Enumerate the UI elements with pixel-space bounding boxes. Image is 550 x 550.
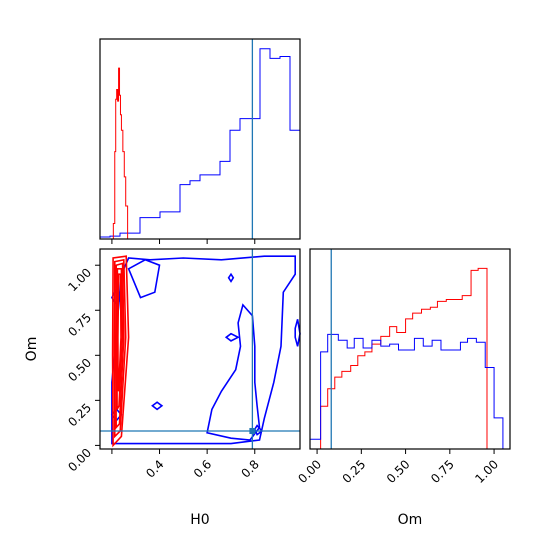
om-y-tick-label: 0.00	[65, 446, 94, 475]
h0-histogram-frame	[99, 38, 301, 240]
om-histogram-panel: 0.00 0.25 0.50 0.75 1.00	[295, 248, 511, 486]
h0-histogram-panel	[99, 38, 301, 244]
h0-om-contour-panel: 0.4 0.6 0.8 0.00 0.25 0.50 0.75 1.00	[65, 248, 301, 481]
contour-blue-1	[127, 258, 161, 299]
om-hist-x-tick-label: 0.75	[428, 457, 457, 486]
h0-hist-series-red	[112, 67, 130, 240]
om-hist-x-tick-label: 0.25	[340, 457, 369, 486]
x-axis-label-h0: H0	[190, 512, 209, 528]
om-y-tick-label: 0.75	[65, 310, 94, 339]
om-histogram-ticks: 0.00 0.25 0.50 0.75 1.00	[295, 449, 501, 486]
contour-red-4	[117, 273, 122, 392]
h0-om-contour-frame	[99, 248, 301, 450]
contour-blue-7	[227, 272, 235, 283]
h0-histogram-ticks	[111, 239, 256, 244]
contour-blue-5	[151, 401, 164, 411]
x-axis-label-om: Om	[398, 512, 423, 528]
om-hist-x-tick-label: 0.50	[384, 457, 413, 486]
om-hist-series-red	[310, 267, 495, 450]
contour-blue-8	[294, 319, 301, 347]
y-axis-label-om: Om	[24, 337, 40, 362]
h0-hist-series-blue	[99, 48, 301, 239]
h0-x-tick-label: 0.6	[191, 457, 214, 480]
om-y-tick-label: 1.00	[65, 265, 94, 294]
om-histogram-content	[309, 249, 504, 450]
om-y-tick-label: 0.50	[65, 356, 94, 385]
contour-blue-2	[206, 303, 261, 441]
contour-red-3	[116, 268, 124, 410]
om-y-tick-label: 0.25	[65, 401, 94, 430]
contour-red-2	[114, 262, 125, 430]
h0-om-contour-content	[100, 249, 301, 449]
truth-marker	[249, 427, 256, 434]
om-hist-x-tick-label: 0.00	[295, 457, 324, 486]
om-hist-series-blue	[309, 333, 504, 449]
h0-x-tick-label: 0.8	[238, 457, 261, 480]
om-hist-x-tick-label: 1.00	[472, 457, 501, 486]
h0-histogram-content	[99, 39, 301, 240]
om-histogram-frame	[309, 248, 511, 450]
contour-red-0	[111, 255, 130, 448]
h0-x-tick-label: 0.4	[143, 457, 166, 480]
contour-blue-6	[224, 332, 240, 342]
contour-blue-0	[111, 255, 296, 445]
h0-om-contour-ticks: 0.4 0.6 0.8 0.00 0.25 0.50 0.75 1.00	[65, 264, 262, 481]
